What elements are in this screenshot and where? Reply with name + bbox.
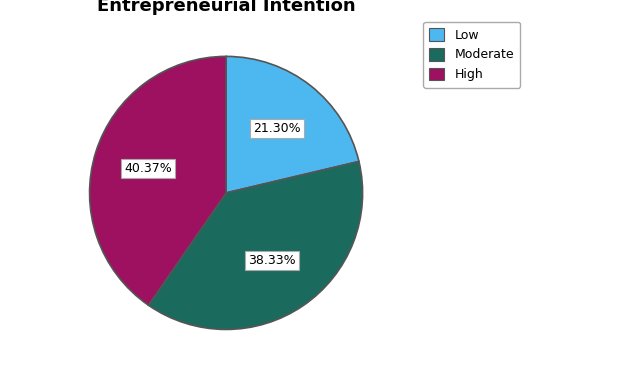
Text: 40.37%: 40.37% (124, 162, 172, 175)
Wedge shape (226, 56, 359, 193)
Legend: Low, Moderate, High: Low, Moderate, High (423, 22, 520, 88)
Title: Entrepreneurial Intention: Entrepreneurial Intention (97, 0, 355, 15)
Text: 38.33%: 38.33% (249, 254, 296, 267)
Wedge shape (90, 56, 226, 305)
Text: 21.30%: 21.30% (253, 122, 301, 135)
Wedge shape (148, 161, 362, 329)
